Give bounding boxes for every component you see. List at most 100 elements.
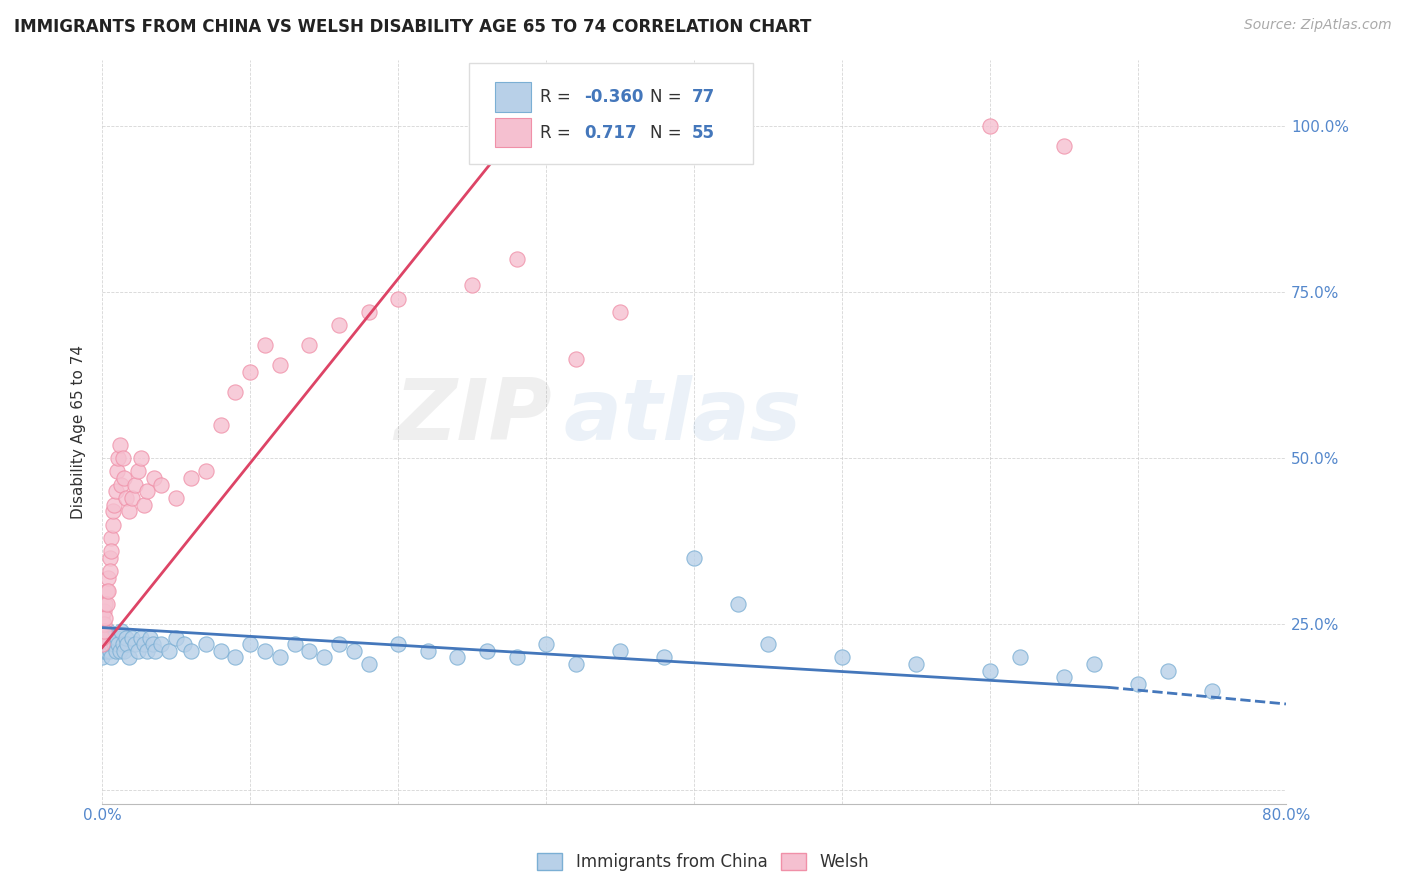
- Point: [104, 484, 127, 499]
- Point: [117, 637, 139, 651]
- Point: [112, 644, 135, 658]
- Point: [1156, 664, 1178, 678]
- Point: [165, 631, 187, 645]
- Point: [96, 584, 118, 599]
- Point: [979, 664, 1001, 678]
- Point: [1126, 677, 1149, 691]
- Point: [157, 644, 180, 658]
- Point: [91, 650, 114, 665]
- Text: IMMIGRANTS FROM CHINA VS WELSH DISABILITY AGE 65 TO 74 CORRELATION CHART: IMMIGRANTS FROM CHINA VS WELSH DISABILIT…: [14, 18, 811, 36]
- Point: [150, 477, 173, 491]
- Point: [135, 644, 157, 658]
- Point: [121, 631, 143, 645]
- Point: [111, 637, 134, 651]
- Point: [93, 637, 115, 651]
- Point: [112, 471, 135, 485]
- Point: [118, 650, 141, 665]
- Point: [96, 644, 118, 658]
- Point: [298, 338, 321, 352]
- Point: [194, 637, 217, 651]
- Point: [756, 637, 779, 651]
- Point: [1053, 670, 1076, 684]
- Point: [108, 438, 131, 452]
- Point: [461, 278, 484, 293]
- Point: [91, 610, 114, 624]
- Point: [141, 637, 163, 651]
- Point: [173, 637, 195, 651]
- Point: [97, 584, 120, 599]
- Point: [328, 637, 350, 651]
- Text: N =: N =: [651, 123, 688, 142]
- Point: [905, 657, 928, 672]
- Point: [111, 451, 134, 466]
- Point: [209, 417, 232, 432]
- Point: [129, 631, 152, 645]
- Point: [127, 465, 149, 479]
- Point: [91, 644, 114, 658]
- Point: [209, 644, 232, 658]
- Point: [91, 637, 114, 651]
- Point: [298, 644, 321, 658]
- Text: R =: R =: [540, 87, 576, 106]
- Point: [91, 624, 114, 638]
- Point: [1008, 650, 1031, 665]
- Point: [224, 650, 246, 665]
- Point: [609, 305, 631, 319]
- Point: [101, 517, 124, 532]
- Text: R =: R =: [540, 123, 576, 142]
- Point: [239, 637, 262, 651]
- Point: [269, 650, 291, 665]
- Point: [91, 617, 114, 632]
- Point: [96, 597, 118, 611]
- Point: [93, 644, 115, 658]
- Point: [105, 631, 128, 645]
- Point: [108, 644, 131, 658]
- Point: [357, 305, 380, 319]
- Point: [727, 597, 749, 611]
- Point: [1053, 139, 1076, 153]
- Point: [101, 631, 124, 645]
- Point: [564, 657, 586, 672]
- Point: [103, 637, 125, 651]
- Point: [979, 119, 1001, 133]
- Point: [416, 644, 439, 658]
- Point: [1083, 657, 1105, 672]
- Point: [194, 465, 217, 479]
- Point: [103, 498, 125, 512]
- Point: [328, 318, 350, 333]
- Point: [224, 384, 246, 399]
- Text: ZIP: ZIP: [395, 376, 553, 458]
- Point: [96, 631, 118, 645]
- Point: [94, 637, 117, 651]
- Point: [98, 564, 121, 578]
- Point: [475, 644, 498, 658]
- Point: [129, 451, 152, 466]
- Point: [91, 637, 114, 651]
- Point: [150, 637, 173, 651]
- Point: [138, 631, 160, 645]
- Point: [100, 637, 122, 651]
- Point: [97, 637, 120, 651]
- Point: [94, 597, 117, 611]
- Point: [253, 338, 276, 352]
- Point: [124, 477, 146, 491]
- Text: 0.717: 0.717: [583, 123, 637, 142]
- Point: [269, 358, 291, 372]
- Point: [94, 610, 117, 624]
- Point: [683, 550, 706, 565]
- Point: [180, 471, 202, 485]
- Point: [387, 637, 409, 651]
- Point: [132, 498, 155, 512]
- Text: 55: 55: [692, 123, 714, 142]
- Y-axis label: Disability Age 65 to 74: Disability Age 65 to 74: [72, 344, 86, 518]
- Text: N =: N =: [651, 87, 688, 106]
- Point: [93, 631, 115, 645]
- FancyBboxPatch shape: [470, 63, 754, 164]
- Point: [98, 550, 121, 565]
- Point: [165, 491, 187, 505]
- Point: [180, 644, 202, 658]
- Point: [98, 631, 121, 645]
- Point: [239, 365, 262, 379]
- Point: [387, 292, 409, 306]
- Point: [107, 637, 129, 651]
